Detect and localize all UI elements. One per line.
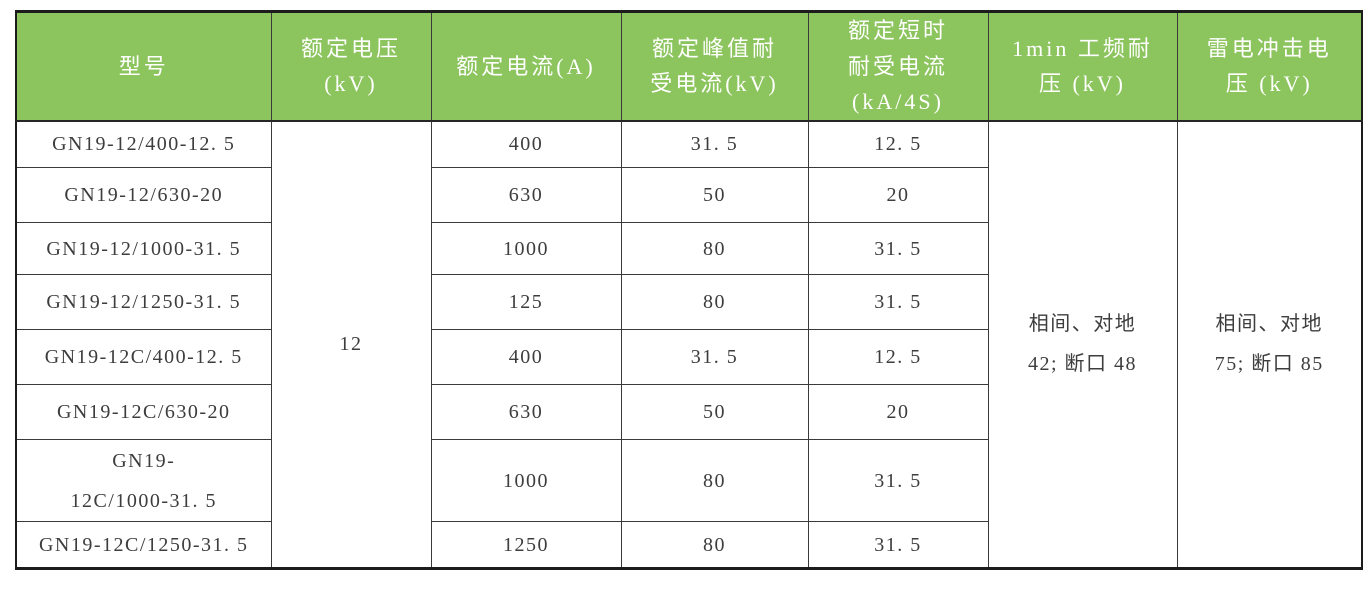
cell-short-time: 12. 5 [807, 329, 989, 385]
cell-peak: 50 [620, 167, 809, 223]
header-short-time-withstand-current: 额定短时 耐受电流 (kA/4S) [807, 11, 989, 122]
table-body: GN19-12/400-12. 5 12 400 31. 5 12. 5 相间、… [15, 120, 1363, 569]
cell-short-time: 31. 5 [807, 274, 989, 330]
cell-peak: 80 [620, 521, 809, 569]
header-row: 型号 额定电压 (kV) 额定电流(A) 额定峰值耐 受电流(kV) 额定短时 … [15, 11, 1363, 122]
cell-rated-voltage-merged: 12 [270, 120, 432, 569]
table-row: GN19-12/630-20 630 50 20 [15, 167, 1362, 223]
cell-peak: 31. 5 [620, 329, 809, 385]
cell-lightning-impulse-merged: 相间、对地 75; 断口 85 [1176, 120, 1363, 569]
header-rated-voltage: 额定电压 (kV) [270, 11, 432, 122]
header-rated-current: 额定电流(A) [430, 11, 622, 122]
table-header: 型号 额定电压 (kV) 额定电流(A) 额定峰值耐 受电流(kV) 额定短时 … [15, 11, 1363, 122]
cell-short-time: 20 [807, 167, 989, 223]
cell-current: 1000 [430, 439, 622, 522]
cell-short-time: 31. 5 [807, 439, 989, 522]
cell-model: GN19- 12C/1000-31. 5 [15, 439, 272, 522]
cell-model: GN19-12C/1250-31. 5 [15, 521, 272, 569]
cell-peak: 80 [620, 439, 809, 522]
cell-short-time: 31. 5 [807, 222, 989, 275]
cell-model: GN19-12/1000-31. 5 [15, 222, 272, 275]
cell-peak: 80 [620, 222, 809, 275]
cell-peak: 50 [620, 384, 809, 440]
table-row: GN19-12/400-12. 5 12 400 31. 5 12. 5 相间、… [15, 120, 1363, 569]
cell-current: 400 [430, 329, 622, 385]
cell-model: GN19-12/1250-31. 5 [15, 274, 272, 330]
table-row: GN19-12C/400-12. 5 400 31. 5 12. 5 [15, 329, 1362, 385]
header-peak-withstand-current: 额定峰值耐 受电流(kV) [620, 11, 809, 122]
table-row: GN19-12C/1250-31. 5 1250 80 31. 5 [15, 521, 1362, 569]
cell-model: GN19-12C/400-12. 5 [15, 329, 272, 385]
table-row: GN19-12C/630-20 630 50 20 [15, 384, 1362, 440]
table-row: GN19-12/1250-31. 5 125 80 31. 5 [15, 274, 1362, 330]
cell-short-time: 20 [807, 384, 989, 440]
cell-power-frequency-merged: 相间、对地 42; 断口 48 [987, 120, 1178, 569]
header-power-frequency-withstand: 1min 工频耐 压 (kV) [987, 11, 1178, 122]
cell-short-time: 31. 5 [807, 521, 989, 569]
cell-model: GN19-12/400-12. 5 [15, 120, 272, 168]
cell-current: 1250 [430, 521, 622, 569]
cell-current: 125 [430, 274, 622, 330]
cell-peak: 80 [620, 274, 809, 330]
cell-current: 630 [430, 384, 622, 440]
cell-peak: 31. 5 [620, 120, 809, 168]
header-model: 型号 [15, 11, 272, 122]
cell-current: 1000 [430, 222, 622, 275]
table-row: GN19-12/1000-31. 5 1000 80 31. 5 [15, 222, 1362, 275]
cell-current: 400 [430, 120, 622, 168]
spec-table: 型号 额定电压 (kV) 额定电流(A) 额定峰值耐 受电流(kV) 额定短时 … [15, 10, 1363, 570]
header-lightning-impulse-voltage: 雷电冲击电 压 (kV) [1176, 11, 1363, 122]
cell-model: GN19-12C/630-20 [15, 384, 272, 440]
cell-short-time: 12. 5 [807, 120, 989, 168]
cell-current: 630 [430, 167, 622, 223]
cell-model: GN19-12/630-20 [15, 167, 272, 223]
